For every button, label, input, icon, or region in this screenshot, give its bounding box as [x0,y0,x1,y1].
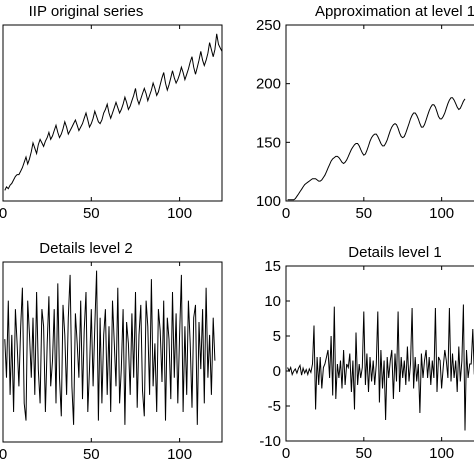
x-tick-label: 50 [355,445,372,462]
series-line-0 [287,304,474,431]
y-tick-label: 100 [256,193,281,210]
x-tick-label: 100 [429,205,454,222]
y-tick-label: 15 [264,258,281,275]
axes-frame [2,261,223,443]
x-tick-label: 100 [429,445,454,462]
y-tick-label: 250 [256,17,281,34]
y-tick-label: 0 [273,363,281,380]
y-tick-label: 150 [256,134,281,151]
axes-frame [2,24,223,202]
x-tick-label: 50 [355,205,372,222]
chart-title: Details level 1 [348,244,441,261]
panel-iip-original-series: IIP original series 0 50 100 [0,3,223,222]
series-line-0 [287,97,466,201]
y-tick-label: 200 [256,76,281,93]
panel-details-level-2: Details level 2 0 50 100 [0,240,223,463]
panel-details-level-1: Details level 1 0 50 100 -10 -5 0 5 10 15 [259,244,474,462]
y-tick-label: -10 [259,433,281,450]
chart-title: IIP original series [29,3,144,20]
x-tick-label: 0 [282,205,290,222]
x-tick-label: 0 [0,446,7,463]
y-tick-label: 5 [273,328,281,345]
chart-title: Approximation at level 1 [315,3,474,20]
x-tick-label: 50 [83,205,100,222]
panel-approximation-level-1: Approximation at level 1 0 50 100 100 150 200 2… [256,3,474,222]
axes-frame [285,265,474,442]
y-tick-label: -5 [268,398,281,415]
chart-title: Details level 2 [39,240,132,257]
axes-frame [285,24,474,202]
x-tick-label: 100 [167,205,192,222]
series-line-0 [4,33,223,191]
x-tick-label: 50 [83,446,100,463]
series-line-0 [4,270,216,425]
x-tick-label: 0 [0,205,7,222]
x-tick-label: 100 [167,446,192,463]
x-tick-label: 0 [282,445,290,462]
y-tick-label: 10 [264,293,281,310]
